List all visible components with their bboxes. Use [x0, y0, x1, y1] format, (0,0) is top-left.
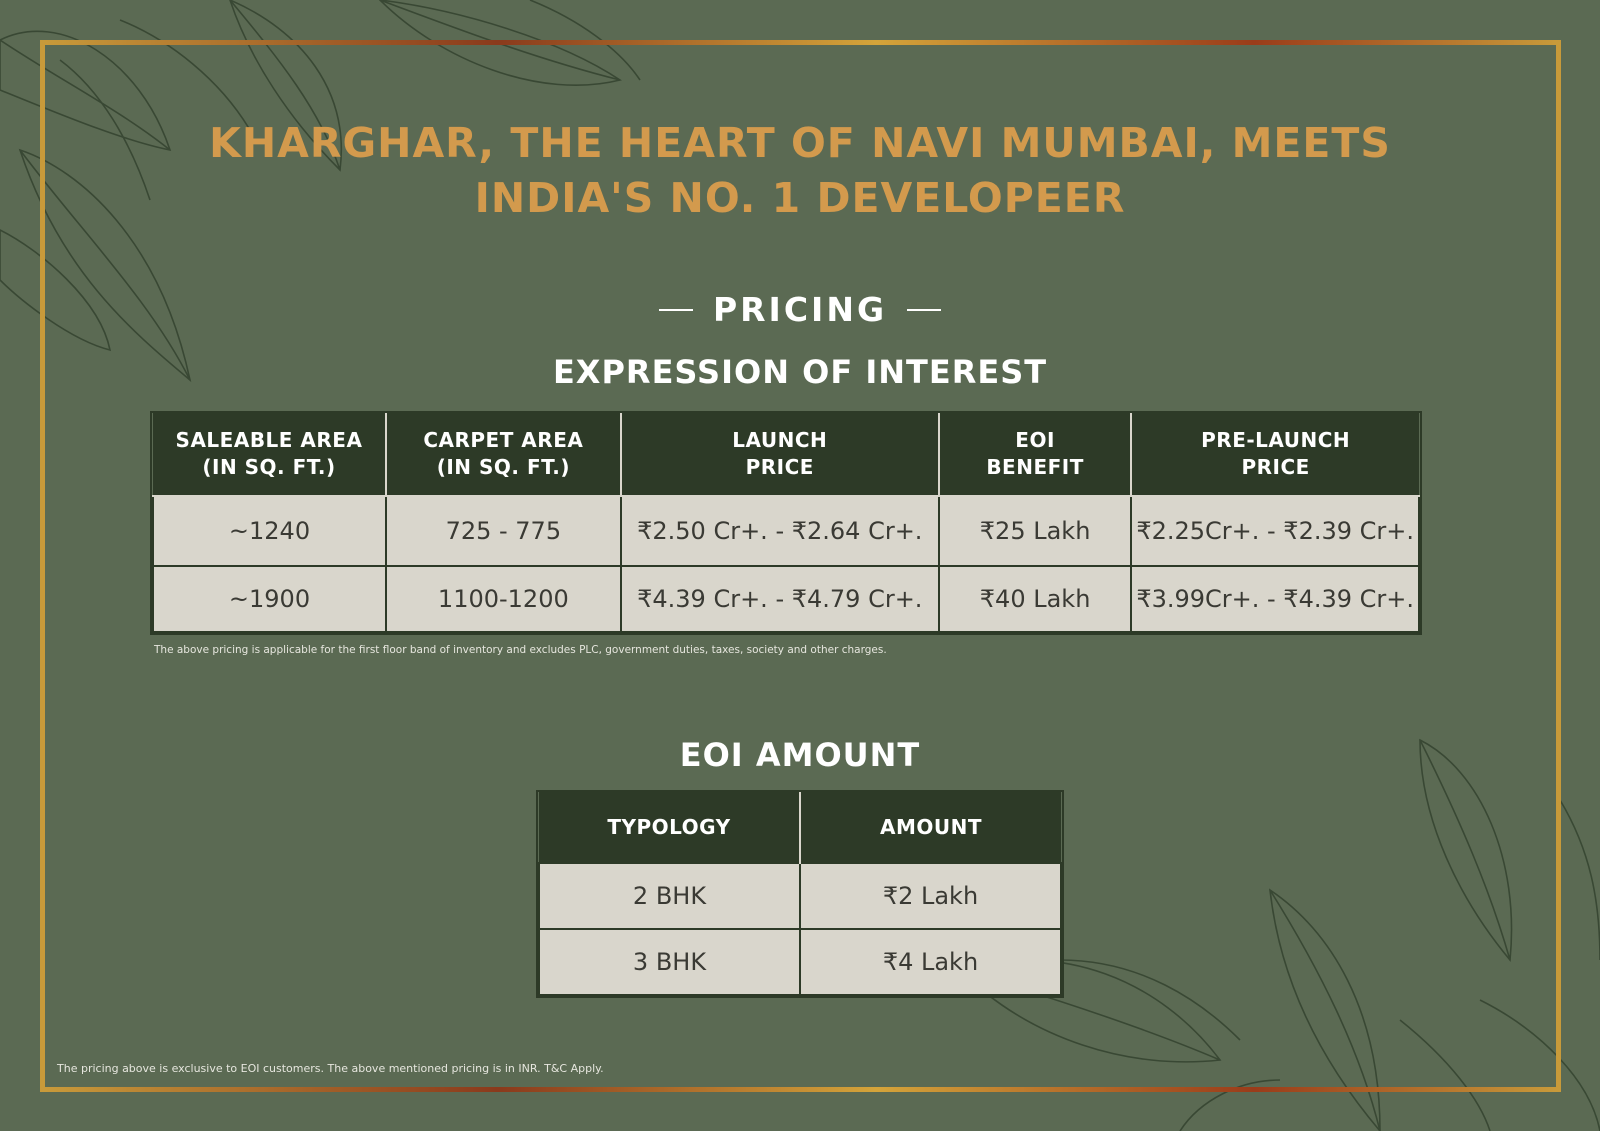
left-dash — [658, 308, 693, 311]
page-headline: KHARGHAR, THE HEART OF NAVI MUMBAI, MEET… — [0, 116, 1600, 226]
cell-launch-price: ₹4.39 Cr+. - ₹4.79 Cr+. — [619, 565, 940, 633]
footer-note: The pricing above is exclusive to EOI cu… — [57, 1062, 604, 1075]
cell-amount: ₹2 Lakh — [799, 862, 1062, 930]
table-row: ~1900 1100-1200 ₹4.39 Cr+. - ₹4.79 Cr+. … — [152, 565, 1420, 633]
cell-carpet-area: 1100-1200 — [385, 565, 622, 633]
pricing-heading: PRICING — [0, 290, 1600, 329]
cell-launch-price: ₹2.50 Cr+. - ₹2.64 Cr+. — [619, 495, 940, 567]
pricing-note: The above pricing is applicable for the … — [154, 644, 887, 656]
table-row: 3 BHK ₹4 Lakh — [538, 928, 1062, 996]
header-eoi-benefit: EOI BENEFIT — [937, 413, 1133, 497]
cell-typology: 3 BHK — [538, 928, 801, 996]
cell-eoi-benefit: ₹40 Lakh — [937, 565, 1133, 633]
table-row: 2 BHK ₹2 Lakh — [538, 862, 1062, 930]
table-row: ~1240 725 - 775 ₹2.50 Cr+. - ₹2.64 Cr+. … — [152, 495, 1420, 567]
header-launch-price: LAUNCH PRICE — [619, 413, 940, 497]
header-amount: AMOUNT — [800, 792, 1061, 863]
cell-saleable-area: ~1240 — [152, 495, 387, 567]
headline-line-2: INDIA'S NO. 1 DEVELOPEER — [474, 174, 1126, 222]
cell-amount: ₹4 Lakh — [799, 928, 1062, 996]
header-typology: TYPOLOGY — [539, 792, 801, 863]
cell-eoi-benefit: ₹25 Lakh — [937, 495, 1133, 567]
headline-line-1: KHARGHAR, THE HEART OF NAVI MUMBAI, MEET… — [209, 119, 1391, 167]
pricing-header-row: SALEABLE AREA (IN SQ. FT.) CARPET AREA (IN… — [153, 413, 1419, 497]
eoi-amount-table: TYPOLOGY AMOUNT 2 BHK ₹2 Lakh 3 BHK ₹4 L… — [536, 790, 1064, 998]
cell-carpet-area: 725 - 775 — [385, 495, 622, 567]
cell-pre-launch-price: ₹2.25Cr+. - ₹2.39 Cr+. — [1130, 495, 1420, 567]
eoi-subtitle: EXPRESSION OF INTEREST — [552, 353, 1048, 391]
cell-saleable-area: ~1900 — [152, 565, 387, 633]
pricing-table: SALEABLE AREA (IN SQ. FT.) CARPET AREA (IN… — [150, 411, 1422, 635]
header-pre-launch-price: PRE-LAUNCH PRICE — [1130, 413, 1419, 497]
cell-pre-launch-price: ₹3.99Cr+. - ₹4.39 Cr+. — [1130, 565, 1420, 633]
eoi-amount-title: EOI AMOUNT — [679, 736, 921, 774]
header-saleable-area: SALEABLE AREA (IN SQ. FT.) — [153, 413, 387, 497]
pricing-title: PRICING — [712, 290, 888, 329]
cell-typology: 2 BHK — [538, 862, 801, 930]
right-dash — [907, 308, 942, 311]
amount-header-row: TYPOLOGY AMOUNT — [539, 792, 1061, 863]
header-carpet-area: CARPET AREA (IN SQ. FT.) — [385, 413, 622, 497]
